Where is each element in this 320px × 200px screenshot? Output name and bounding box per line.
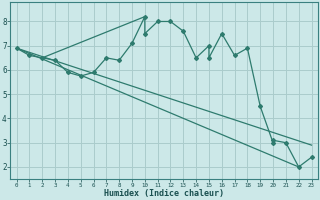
X-axis label: Humidex (Indice chaleur): Humidex (Indice chaleur): [104, 189, 224, 198]
